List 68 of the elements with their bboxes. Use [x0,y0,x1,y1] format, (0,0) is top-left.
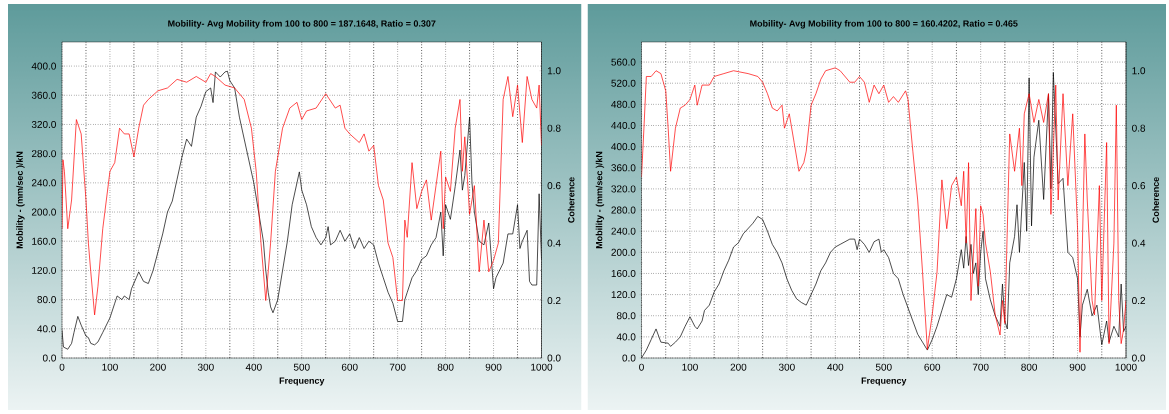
x-axis-title: Frequency [861,377,907,386]
y2-tick-label: 1.0 [547,67,561,75]
x-axis-title: Frequency [279,377,325,386]
y-tick-label: 240.0 [611,227,636,235]
y2-tick-label: 0.0 [1132,354,1146,362]
y-tick-label: 120.0 [32,266,56,274]
x-tick-label: 600 [341,363,358,371]
y2-tick-label: 0.2 [547,297,561,305]
y-tick-label: 200.0 [31,208,56,216]
y-tick-label: 360.0 [31,91,56,99]
y-tick-label: 160.0 [32,237,56,245]
y-tick-label: 480.0 [611,100,636,108]
x-tick-label: 0 [639,363,644,371]
y2-tick-label: 0.0 [547,354,561,362]
x-tick-label: 500 [875,363,892,371]
y2-tick-label: 1.0 [1132,67,1146,75]
y-tick-label: 0.0 [42,354,56,362]
x-tick-label: 400 [827,363,844,371]
y2-axis-title: Coherence [1152,177,1159,223]
y-tick-label: 400.0 [611,143,636,151]
y-tick-label: 200.0 [611,248,636,256]
y-tick-label: 40.0 [37,325,56,333]
x-tick-label: 100 [102,363,118,371]
y2-tick-label: 0.4 [1132,239,1146,247]
y-tick-label: 320.0 [611,185,636,193]
y-tick-label: 80.0 [616,312,636,320]
x-tick-label: 1000 [531,363,553,371]
y-tick-label: 520.0 [611,79,636,87]
x-tick-label: 400 [245,363,262,371]
y2-tick-label: 0.8 [1132,124,1146,132]
y-tick-label: 320.0 [31,120,56,128]
y2-tick-label: 0.2 [1132,297,1146,305]
x-tick-label: 900 [1069,363,1086,371]
y-tick-label: 160.0 [611,269,636,277]
x-tick-label: 200 [730,363,747,371]
y2-tick-label: 0.8 [547,124,561,132]
x-tick-label: 100 [682,363,698,371]
x-tick-label: 200 [150,363,166,371]
y2-tick-label: 0.4 [547,239,561,247]
y-axis-title: Mobility - (mm/sec )/kN [16,151,25,249]
y-axis-title: Mobility - (mm/sec )/kN [595,151,605,249]
x-tick-label: 700 [972,363,989,371]
x-tick-label: 700 [389,363,406,371]
x-tick-label: 800 [437,363,454,371]
y-tick-label: 440.0 [611,121,636,130]
y-tick-label: 400.0 [31,62,56,70]
y-tick-label: 120.0 [611,291,636,299]
chart-title: Mobility- Avg Mobility from 100 to 800 = 187.1648, Ratio = 0.307 [168,20,436,29]
x-tick-label: 800 [1021,363,1038,371]
y-tick-label: 280.0 [611,206,636,214]
y-tick-label: 40.0 [616,333,636,341]
chart-title: Mobility- Avg Mobility from 100 to 800 = 160.4202, Ratio = 0.465 [750,20,1018,29]
x-tick-label: 1000 [1115,363,1137,371]
x-tick-label: 900 [485,363,502,371]
y-tick-label: 80.0 [37,296,56,304]
x-tick-label: 300 [778,363,795,371]
x-tick-label: 300 [197,363,214,371]
y-tick-label: 0.0 [622,354,636,362]
x-tick-label: 500 [293,363,310,371]
y2-tick-label: 0.6 [1132,182,1146,190]
y-tick-label: 280.0 [31,150,56,158]
y-tick-label: 240.0 [31,179,56,187]
y-tick-label: 360.0 [611,164,636,172]
y2-axis-title: Coherence [567,177,575,223]
y-tick-label: 560.0 [611,58,636,66]
x-tick-label: 0 [59,363,65,371]
x-tick-label: 600 [924,363,941,371]
y2-tick-label: 0.6 [547,182,561,190]
